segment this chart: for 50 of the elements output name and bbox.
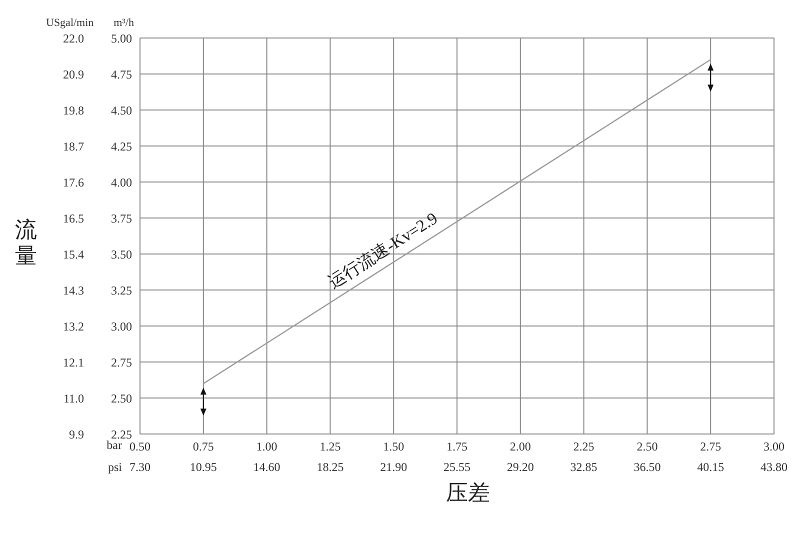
x2-tick-label: 43.80 — [760, 460, 788, 474]
x-tick-label: 2.50 — [636, 440, 658, 454]
y-tick-label: 13.2 — [63, 319, 84, 334]
y-axis-title: 流量 — [15, 217, 37, 269]
x-tick-label: 3.00 — [764, 440, 784, 454]
y-tick-label: 14.3 — [63, 283, 84, 298]
y2-tick-label: 2.75 — [111, 355, 132, 370]
y2-tick-label: 3.75 — [111, 211, 132, 226]
x2-tick-label: 40.15 — [697, 460, 724, 474]
x-tick-label: 2.00 — [510, 440, 531, 454]
x-tick-label: 2.75 — [700, 440, 722, 454]
x-axis-title: 压差 — [445, 479, 491, 507]
x2-tick-label: 36.50 — [634, 460, 661, 474]
x2-tick-label: 7.30 — [130, 460, 150, 474]
x-tick-label: 1.50 — [383, 440, 404, 454]
x-tick-label: 1.25 — [320, 440, 341, 454]
x2-tick-label: 25.55 — [444, 460, 470, 474]
x2-tick-label: 10.95 — [190, 460, 217, 474]
y-tick-label: 16.5 — [63, 211, 84, 226]
y2-tick-label: 2.50 — [111, 391, 132, 406]
y-tick-label: 12.1 — [63, 355, 84, 370]
text: USgal/min — [46, 17, 94, 29]
x2-tick-label: 29.20 — [506, 460, 534, 474]
x-tick-label: 1.75 — [446, 440, 468, 454]
y2-tick-label: 5.00 — [111, 31, 132, 46]
y2-tick-label: 4.75 — [111, 67, 132, 82]
y-tick-label: 18.7 — [63, 139, 84, 154]
y2-tick-label: 4.25 — [111, 139, 132, 154]
y2-tick-label: 3.25 — [111, 283, 132, 298]
y-tick-label: 15.4 — [63, 247, 84, 262]
y-tick-label: 9.9 — [69, 427, 84, 442]
x-tick-label: 0.50 — [130, 440, 150, 454]
y-tick-label: 11.0 — [63, 391, 84, 406]
y-tick-label: 22.0 — [63, 31, 84, 46]
x-tick-label: 0.75 — [192, 440, 214, 454]
y2-tick-label: 4.00 — [111, 175, 132, 190]
x2-tick-label: 21.90 — [380, 460, 408, 474]
x2-tick-label: 14.60 — [253, 460, 280, 474]
x2-axis-title: psi — [108, 460, 123, 474]
y-tick-label: 19.8 — [63, 103, 84, 118]
y-tick-label: 20.9 — [63, 67, 84, 82]
y-tick-label: 17.6 — [63, 175, 84, 190]
x2-tick-label: 32.85 — [570, 460, 598, 474]
x-tick-label: 2.25 — [573, 440, 594, 454]
y2-tick-label: 3.50 — [111, 247, 132, 262]
x-tick-label: 1.00 — [256, 440, 278, 454]
y2-axis-title: m³/h — [114, 17, 134, 29]
x2-tick-label: 18.25 — [316, 460, 344, 474]
y2-tick-label: 3.00 — [111, 319, 132, 334]
y2-tick-label: 4.50 — [111, 103, 132, 118]
